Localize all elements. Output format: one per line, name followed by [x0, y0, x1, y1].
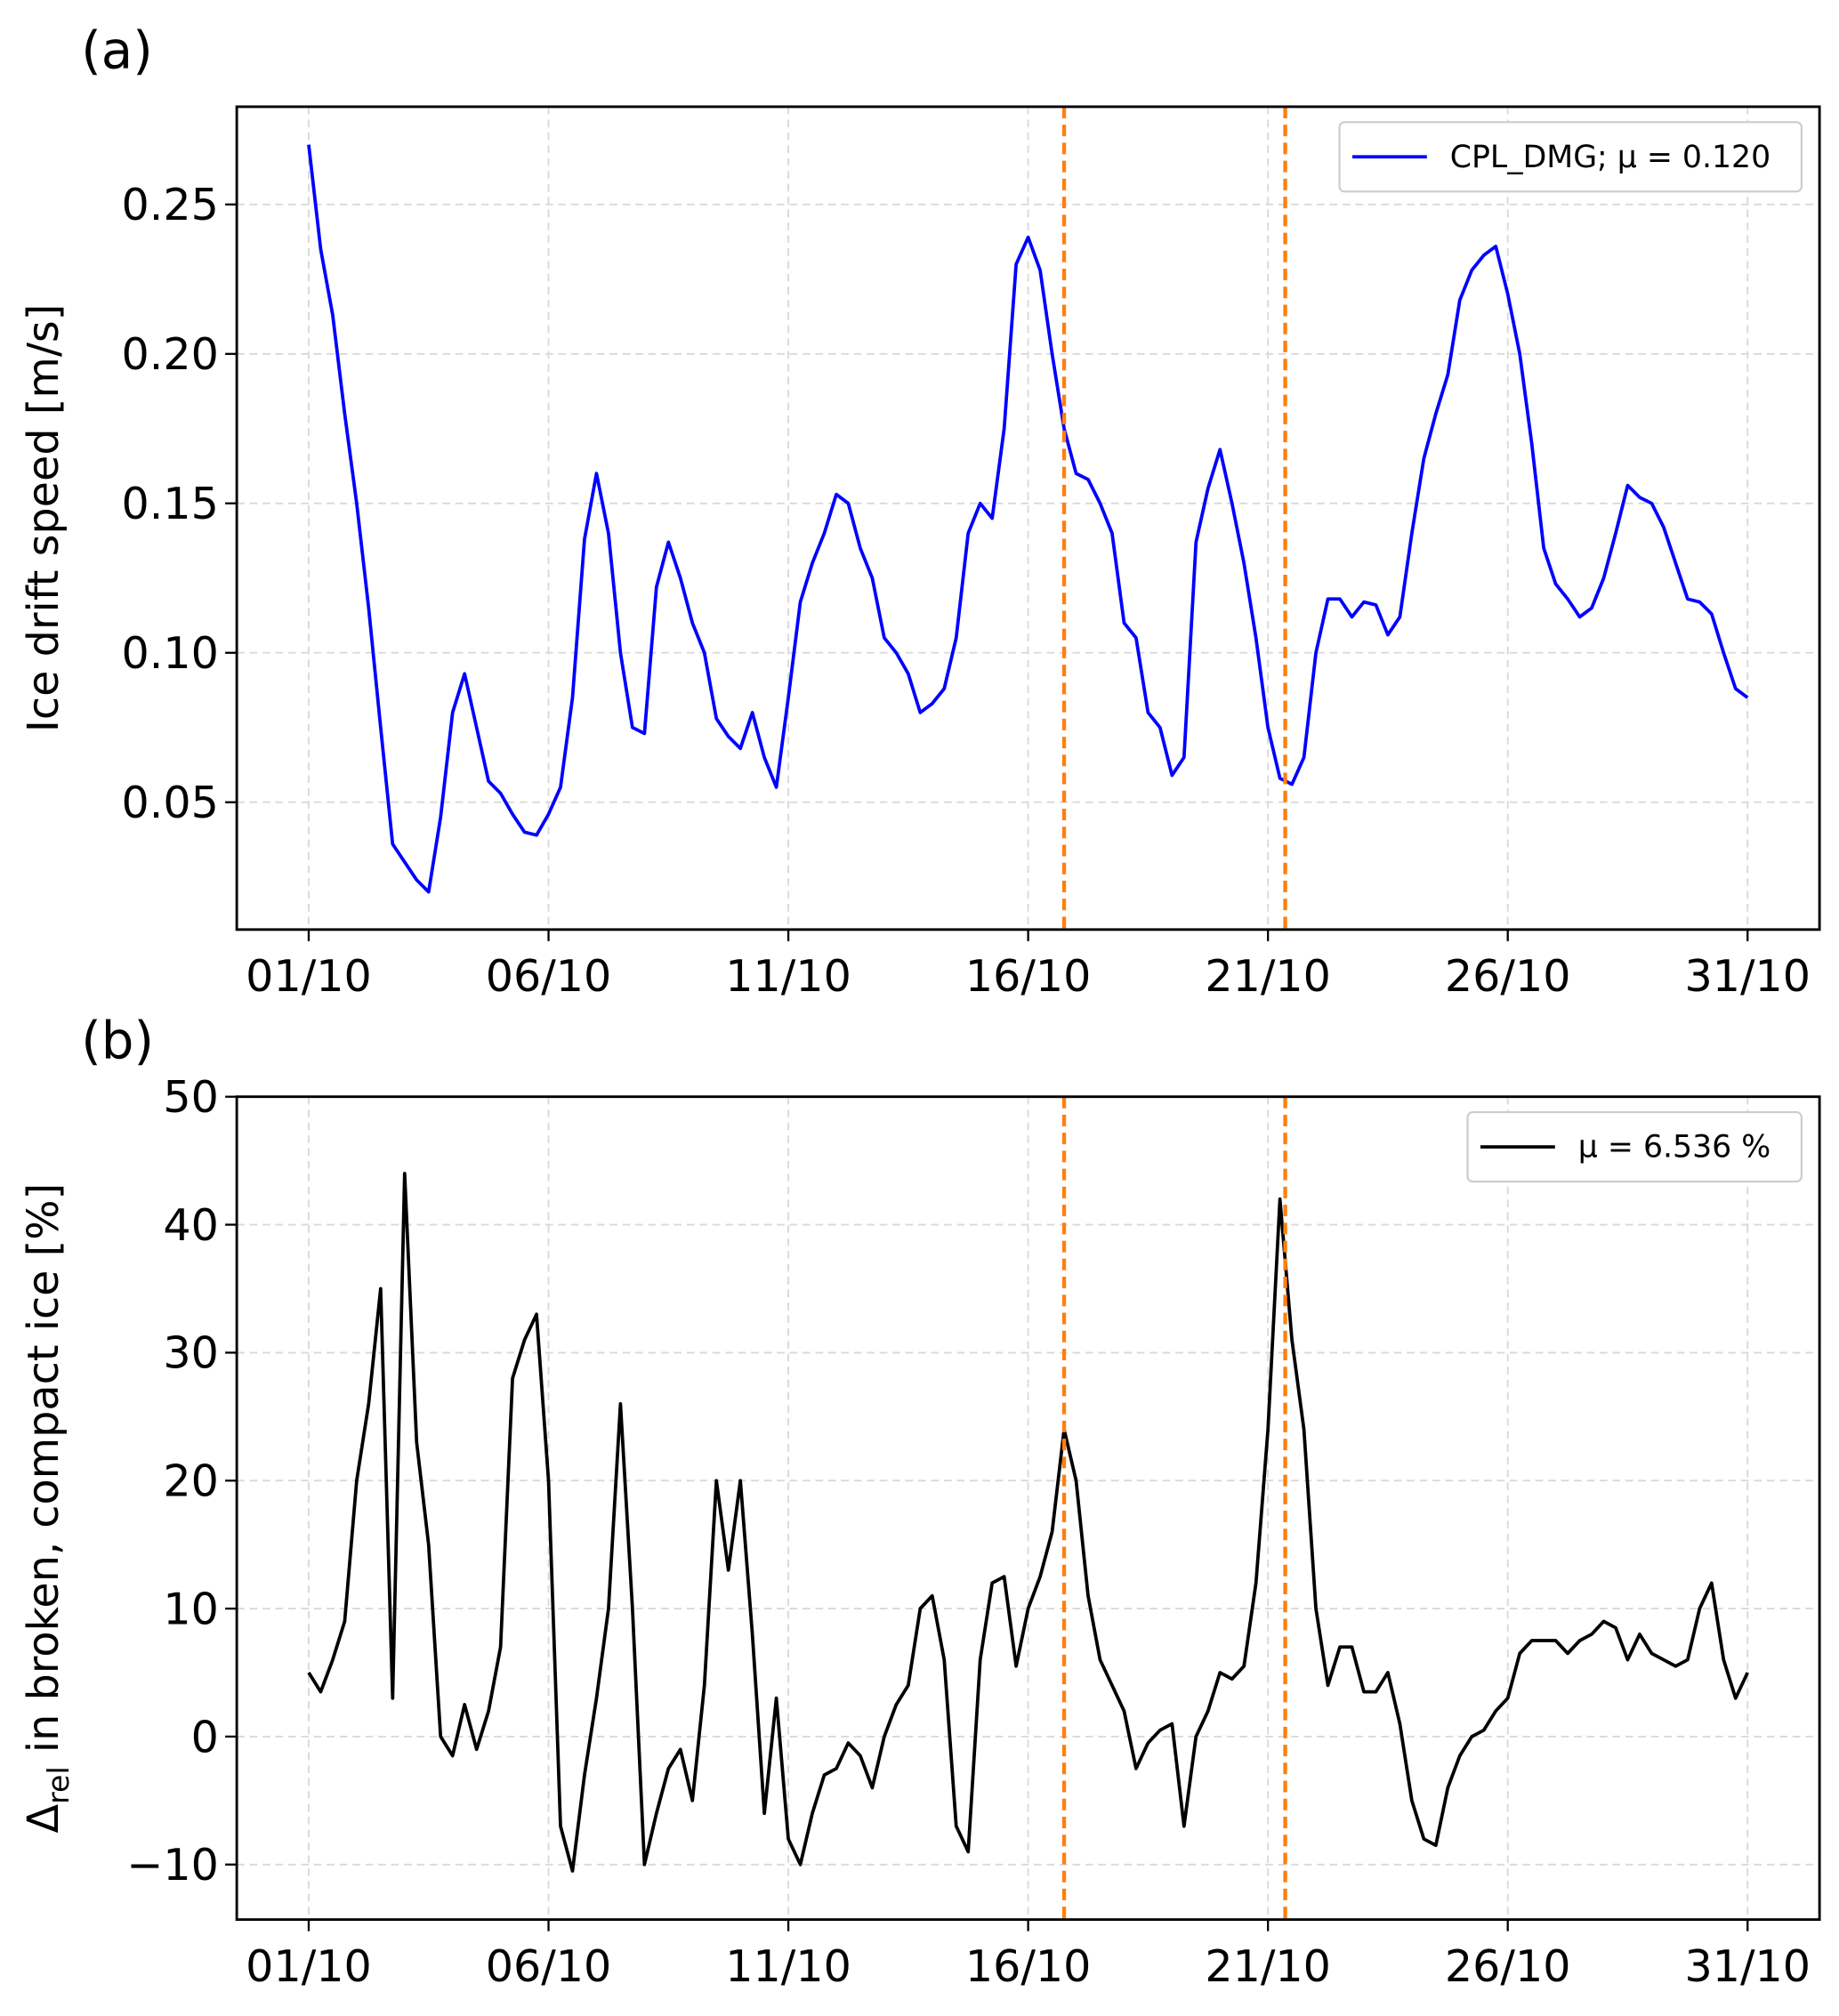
axes-frame	[235, 1095, 1821, 1922]
y-tick-label: 10	[163, 1583, 219, 1634]
panel-label: (b)	[81, 1010, 154, 1070]
x-tick-label: 26/10	[1445, 1940, 1571, 1992]
legend-label: CPL_DMG; μ = 0.120	[1450, 140, 1770, 175]
x-tick-label: 21/10	[1205, 1940, 1331, 1992]
y-tick-label: 0.15	[122, 478, 219, 529]
y-tick-label: 40	[163, 1199, 219, 1251]
legend: CPL_DMG; μ = 0.120	[1338, 121, 1803, 193]
y-tick-label: 0	[191, 1711, 219, 1762]
x-tick-label: 16/10	[965, 950, 1092, 1002]
x-tick-label: 01/10	[246, 950, 372, 1002]
x-tick-label: 21/10	[1205, 950, 1331, 1002]
y-tick-label: 0.05	[122, 777, 219, 828]
axes-frame	[235, 105, 1821, 931]
y-axis-label-part: in broken, compact ice [%]	[20, 1183, 69, 1767]
x-tick-label: 11/10	[725, 950, 851, 1002]
y-tick-label: 0.10	[122, 627, 219, 679]
y-tick-label: −10	[126, 1839, 219, 1891]
y-tick-label: 50	[163, 1071, 219, 1123]
legend-label: μ = 6.536 %	[1578, 1130, 1770, 1165]
x-tick-label: 26/10	[1445, 950, 1571, 1002]
x-tick-label: 31/10	[1684, 950, 1811, 1002]
x-tick-label: 06/10	[486, 950, 612, 1002]
legend-box	[1466, 1110, 1803, 1183]
y-tick-label: 20	[163, 1456, 219, 1507]
y-axis-label: Δrel in broken, compact ice [%]	[20, 1183, 76, 1834]
x-tick-label: 31/10	[1684, 1940, 1811, 1992]
panel-label: (a)	[81, 20, 153, 81]
y-tick-label: 30	[163, 1327, 219, 1379]
data-line	[307, 1172, 1749, 1873]
y-axis-label: Ice drift speed [m/s]	[20, 304, 69, 733]
x-tick-label: 06/10	[486, 1940, 612, 1992]
x-tick-label: 01/10	[246, 1940, 372, 1992]
data-line	[307, 144, 1749, 894]
y-axis-label-part: rel	[41, 1766, 76, 1804]
y-tick-label: 0.20	[122, 328, 219, 380]
x-tick-label: 11/10	[725, 1940, 851, 1992]
x-tick-label: 16/10	[965, 1940, 1092, 1992]
legend: μ = 6.536 %	[1466, 1110, 1803, 1183]
y-axis-label-part: Δ	[20, 1804, 69, 1834]
legend-box	[1338, 121, 1803, 193]
y-tick-label: 0.25	[122, 179, 219, 230]
